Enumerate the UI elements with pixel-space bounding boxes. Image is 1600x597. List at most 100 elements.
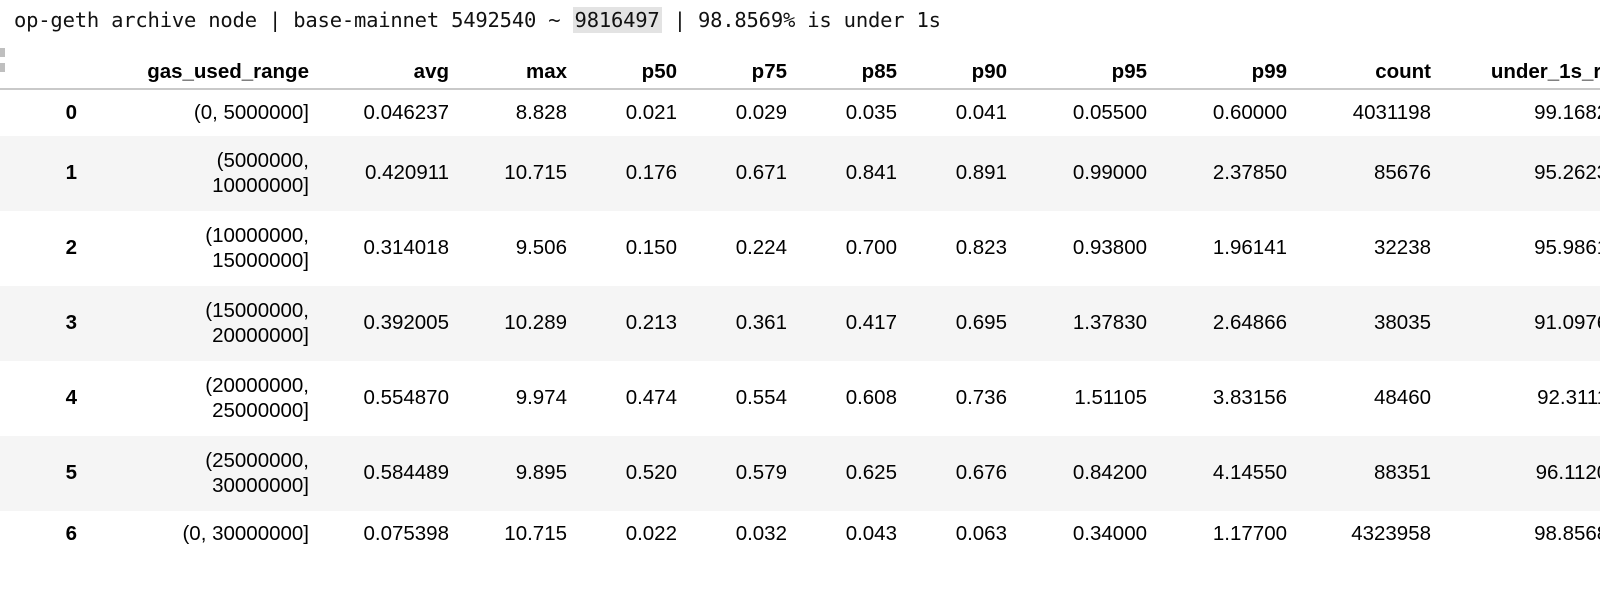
cell-count: 4031198 bbox=[1352, 100, 1431, 124]
cell-gas-used-range: (0, 30000000] bbox=[88, 511, 320, 558]
cell-count: 38035 bbox=[1373, 311, 1431, 335]
title-highlighted-block: 9816497 bbox=[572, 7, 662, 33]
cell-max: 9.895 bbox=[515, 461, 567, 485]
column-header-p75: p75 bbox=[688, 40, 798, 90]
cell-p95: 0.93800 bbox=[1072, 236, 1147, 260]
cell-p75: 0.554 bbox=[735, 386, 787, 410]
cell-gas-used-range: (10000000, 15000000] bbox=[88, 211, 320, 286]
range-line-2: 10000000] bbox=[212, 173, 309, 197]
cell-gas-used-range: (0, 5000000] bbox=[88, 89, 320, 136]
cell-gas-used-range: (5000000, 10000000] bbox=[88, 136, 320, 211]
range-line-1: (20000000, bbox=[205, 374, 309, 398]
row-index: 4 bbox=[65, 386, 77, 410]
cell-under-1s-rate: 98.856881 bbox=[1534, 522, 1600, 546]
cell-count: 32238 bbox=[1373, 236, 1431, 260]
column-header-max: max bbox=[460, 40, 578, 90]
cell-p75: 0.224 bbox=[735, 236, 787, 260]
cell-p90: 0.891 bbox=[955, 161, 1007, 185]
cell-p75: 0.361 bbox=[735, 311, 787, 335]
cell-avg: 0.046237 bbox=[363, 100, 449, 124]
title-text: op-geth archive node | base-mainnet 5492… bbox=[14, 7, 941, 33]
table-body: 0 (0, 5000000] 0.046237 8.828 0.021 0.02… bbox=[0, 89, 1600, 558]
cell-p90: 0.041 bbox=[955, 100, 1007, 124]
table-row: 0 (0, 5000000] 0.046237 8.828 0.021 0.02… bbox=[0, 89, 1600, 136]
cell-p85: 0.841 bbox=[845, 161, 897, 185]
cell-p75: 0.671 bbox=[735, 161, 787, 185]
row-index: 1 bbox=[65, 161, 77, 185]
cell-avg: 0.584489 bbox=[363, 461, 449, 485]
column-header-p85: p85 bbox=[798, 40, 908, 90]
column-header-p90: p90 bbox=[908, 40, 1018, 90]
range-line-1: (5000000, bbox=[216, 149, 309, 173]
range-line-1: (0, 30000000] bbox=[182, 522, 309, 546]
table-head: gas_used_range avg max p50 p75 p85 p90 p… bbox=[0, 40, 1600, 90]
row-index: 0 bbox=[65, 100, 77, 124]
column-header-under-1s-rate: under_1s_rate bbox=[1442, 40, 1600, 90]
cell-p50: 0.213 bbox=[625, 311, 677, 335]
left-edge-clip-marker bbox=[0, 48, 5, 76]
cell-p99: 2.64866 bbox=[1212, 311, 1287, 335]
cell-max: 10.289 bbox=[504, 311, 567, 335]
cell-p75: 0.029 bbox=[735, 100, 787, 124]
cell-count: 4323958 bbox=[1351, 522, 1431, 546]
cell-under-1s-rate: 96.112098 bbox=[1535, 461, 1600, 485]
cell-p99: 2.37850 bbox=[1212, 161, 1287, 185]
range-line-2: 20000000] bbox=[212, 323, 309, 347]
cell-p99: 3.83156 bbox=[1212, 386, 1287, 410]
row-index: 5 bbox=[65, 461, 77, 485]
cell-p90: 0.695 bbox=[955, 311, 1007, 335]
cell-p50: 0.520 bbox=[625, 461, 677, 485]
range-line-2: 15000000] bbox=[212, 248, 309, 272]
cell-avg: 0.314018 bbox=[363, 236, 449, 260]
range-line-2: 25000000] bbox=[212, 398, 309, 422]
cell-p99: 1.96141 bbox=[1212, 236, 1287, 260]
cell-max: 10.715 bbox=[504, 522, 567, 546]
cell-max: 9.974 bbox=[515, 386, 567, 410]
cell-p85: 0.700 bbox=[845, 236, 897, 260]
cell-p95: 1.51105 bbox=[1074, 386, 1147, 410]
table-row: 3 (15000000, 20000000] 0.392005 10.289 0.… bbox=[0, 286, 1600, 361]
cell-p85: 0.035 bbox=[845, 100, 897, 124]
cell-p50: 0.150 bbox=[625, 236, 677, 260]
output-title-line: op-geth archive node | base-mainnet 5492… bbox=[0, 0, 1600, 40]
table-row: 6 (0, 30000000] 0.075398 10.715 0.022 0.… bbox=[0, 511, 1600, 558]
cell-max: 8.828 bbox=[515, 100, 567, 124]
cell-p50: 0.021 bbox=[625, 100, 677, 124]
column-header-p50: p50 bbox=[578, 40, 688, 90]
cell-p99: 0.60000 bbox=[1212, 100, 1287, 124]
title-prefix: op-geth archive node | base-mainnet 5492… bbox=[14, 8, 573, 32]
column-header-p99: p99 bbox=[1158, 40, 1298, 90]
cell-max: 9.506 bbox=[515, 236, 567, 260]
cell-p99: 4.14550 bbox=[1212, 461, 1287, 485]
cell-p75: 0.579 bbox=[735, 461, 787, 485]
cell-p50: 0.022 bbox=[625, 522, 677, 546]
cell-p90: 0.063 bbox=[955, 522, 1007, 546]
table-row: 4 (20000000, 25000000] 0.554870 9.974 0.4… bbox=[0, 361, 1600, 436]
cell-p95: 0.84200 bbox=[1072, 461, 1147, 485]
cell-p50: 0.176 bbox=[625, 161, 677, 185]
range-line-1: (25000000, bbox=[205, 449, 309, 473]
cell-avg: 0.420911 bbox=[365, 161, 449, 185]
table-row: 5 (25000000, 30000000] 0.584489 9.895 0.5… bbox=[0, 436, 1600, 511]
cell-under-1s-rate: 95.262384 bbox=[1534, 161, 1600, 185]
cell-p85: 0.417 bbox=[845, 311, 897, 335]
cell-avg: 0.554870 bbox=[363, 386, 449, 410]
cell-p95: 0.05500 bbox=[1072, 100, 1147, 124]
cell-gas-used-range: (15000000, 20000000] bbox=[88, 286, 320, 361]
column-header-count: count bbox=[1298, 40, 1442, 90]
row-index: 2 bbox=[65, 236, 77, 260]
cell-p99: 1.17700 bbox=[1212, 522, 1287, 546]
cell-p90: 0.676 bbox=[955, 461, 1007, 485]
cell-p85: 0.608 bbox=[845, 386, 897, 410]
cell-count: 88351 bbox=[1373, 461, 1431, 485]
cell-avg: 0.392005 bbox=[363, 311, 449, 335]
column-header-avg: avg bbox=[320, 40, 460, 90]
cell-under-1s-rate: 99.168287 bbox=[1534, 100, 1600, 124]
cell-p90: 0.736 bbox=[955, 386, 1007, 410]
range-line-2: 30000000] bbox=[212, 473, 309, 497]
column-header-index bbox=[0, 40, 88, 90]
dataframe-table: gas_used_range avg max p50 p75 p85 p90 p… bbox=[0, 40, 1600, 558]
cell-p50: 0.474 bbox=[625, 386, 677, 410]
cell-p95: 1.37830 bbox=[1072, 311, 1147, 335]
cell-p90: 0.823 bbox=[955, 236, 1007, 260]
